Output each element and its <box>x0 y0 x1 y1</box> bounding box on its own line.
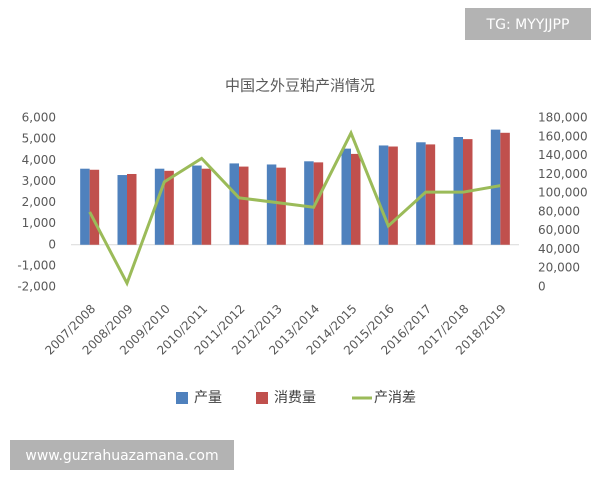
watermark-box <box>465 8 591 40</box>
y-tick-label: -1,000 <box>17 258 56 272</box>
y-tick-label: 6,000 <box>22 111 56 125</box>
bar <box>500 132 510 245</box>
y-tick-label: 3,000 <box>22 174 56 188</box>
bar <box>89 169 100 245</box>
bar <box>229 163 239 245</box>
bar <box>266 164 277 245</box>
watermark: TG: MYYJJPP <box>486 17 570 33</box>
bar <box>164 170 174 245</box>
bar <box>313 162 324 245</box>
bar <box>154 168 165 245</box>
y2-tick-label: 80,000 <box>538 204 580 218</box>
bar <box>378 145 389 245</box>
bar <box>80 168 90 245</box>
legend-swatch <box>176 392 188 404</box>
legend-label: 产消差 <box>374 390 416 406</box>
bar <box>341 148 351 245</box>
y-tick-label: 1,000 <box>22 216 56 230</box>
watermark-box <box>10 440 234 470</box>
y2-tick-label: 40,000 <box>538 242 580 256</box>
y-tick-label: 2,000 <box>22 195 56 209</box>
bar <box>425 144 436 245</box>
bar <box>192 165 202 245</box>
y2-tick-label: 140,000 <box>538 148 588 162</box>
bar <box>239 166 249 245</box>
bar <box>201 168 212 245</box>
y2-tick-label: 100,000 <box>538 186 588 200</box>
line <box>88 129 501 287</box>
bar <box>388 146 398 245</box>
y2-tick-label: 0 <box>538 280 546 294</box>
y2-tick-label: 160,000 <box>538 129 588 143</box>
y2-tick-label: 180,000 <box>538 111 588 125</box>
y-tick-label: -2,000 <box>17 280 56 294</box>
bar <box>351 153 361 245</box>
bar <box>127 173 137 245</box>
y-tick-label: 0 <box>48 237 56 251</box>
y2-tick-label: 120,000 <box>538 167 588 181</box>
bar <box>416 142 426 245</box>
legend-swatch <box>256 392 268 404</box>
y-tick-label: 4,000 <box>22 153 56 167</box>
watermark: www.guzrahuazamana.com <box>25 448 218 464</box>
y2-tick-label: 60,000 <box>538 223 580 237</box>
bar <box>304 161 314 245</box>
chart-title: 中国之外豆粕产消情况 <box>225 77 375 95</box>
bar <box>117 175 127 245</box>
bar <box>276 167 286 245</box>
legend-label: 产量 <box>194 390 222 406</box>
y-tick-label: 5,000 <box>22 132 56 146</box>
y2-tick-label: 20,000 <box>538 261 580 275</box>
legend-label: 消费量 <box>274 390 316 406</box>
